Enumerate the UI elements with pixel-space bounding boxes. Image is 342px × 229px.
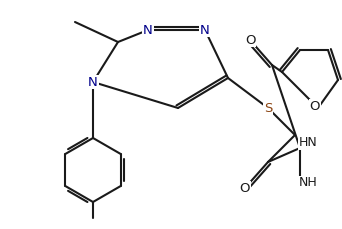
Text: NH: NH bbox=[299, 177, 317, 190]
Text: N: N bbox=[88, 76, 98, 88]
Text: S: S bbox=[264, 101, 272, 114]
Text: O: O bbox=[240, 182, 250, 194]
Text: N: N bbox=[200, 24, 210, 36]
Text: HN: HN bbox=[299, 136, 317, 150]
Text: O: O bbox=[310, 99, 320, 112]
Text: O: O bbox=[245, 33, 255, 46]
Text: N: N bbox=[143, 24, 153, 36]
